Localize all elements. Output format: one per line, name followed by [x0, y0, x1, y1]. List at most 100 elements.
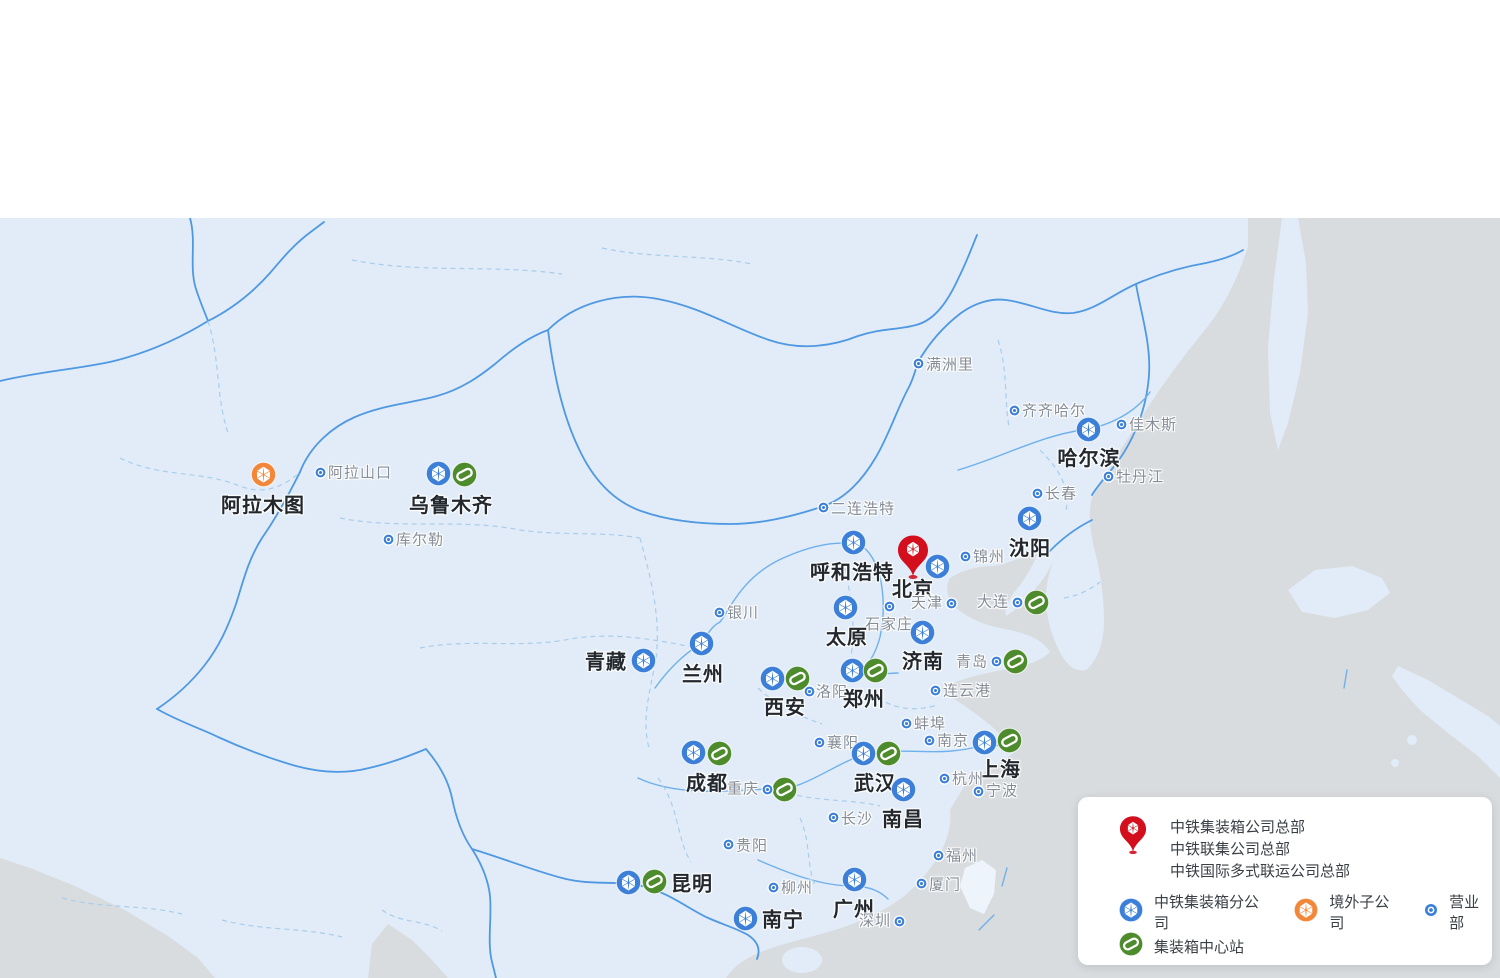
branch-icon-shenyang[interactable]	[1016, 505, 1043, 532]
branch-icon-xian[interactable]	[759, 665, 786, 692]
office-dot-icon-xiangyang[interactable]	[813, 736, 826, 749]
city-label-chengdu: 成都	[686, 773, 728, 795]
office-dot-icon-manzhouli[interactable]	[912, 357, 925, 370]
office-dot-icon-hangzhou[interactable]	[938, 772, 951, 785]
city-label-fuzhou: 福州	[946, 847, 979, 865]
branch-icon-qingzang[interactable]	[630, 647, 657, 674]
city-label-guangzhou: 广州	[833, 899, 875, 921]
hq-pin-icon	[1118, 815, 1148, 859]
office-dot-icon-shijiazhuang[interactable]	[883, 600, 896, 613]
office-dot-icon-shenzhen[interactable]	[893, 915, 906, 928]
legend-office-item: 营业部	[1423, 891, 1492, 933]
map-geography	[0, 218, 1500, 978]
city-label-hangzhou: 杭州	[952, 770, 985, 788]
city-label-xian: 西安	[764, 697, 806, 719]
city-label-dalian: 大连	[976, 593, 1009, 611]
city-label-nanning: 南宁	[762, 909, 804, 932]
city-label-liuzhou: 柳州	[781, 879, 814, 897]
legend-center-label: 集装箱中心站	[1154, 938, 1245, 956]
branch-icon-kunming[interactable]	[615, 869, 642, 896]
center-icon-urumqi[interactable]	[451, 461, 478, 488]
city-label-nanchang: 南昌	[882, 809, 924, 831]
office-dot-icon-ningbo[interactable]	[972, 785, 985, 798]
center-icon-kunming[interactable]	[641, 868, 668, 895]
city-label-tianjin: 天津	[910, 594, 943, 612]
office-dot-icon-guiyang[interactable]	[722, 838, 735, 851]
city-label-kunming: 昆明	[671, 873, 713, 896]
office-dot-icon-liuzhou[interactable]	[767, 881, 780, 894]
center-icon-qingdao[interactable]	[1002, 648, 1029, 675]
container-center-station-icon	[1118, 931, 1144, 961]
office-dot-icon-nanjing[interactable]	[923, 734, 936, 747]
office-dot-icon-korla[interactable]	[382, 533, 395, 546]
city-label-ningbo: 宁波	[986, 782, 1019, 800]
office-dot-icon-dalian[interactable]	[1011, 596, 1024, 609]
center-icon-zhengzhou[interactable]	[862, 657, 889, 684]
center-icon-dalian[interactable]	[1023, 589, 1050, 616]
city-label-korla: 库尔勒	[396, 531, 445, 549]
office-dot-icon-changchun[interactable]	[1031, 487, 1044, 500]
legend-branch-item: 中铁集装箱分公司	[1118, 891, 1269, 933]
office-dot-icon-qingdao[interactable]	[990, 655, 1003, 668]
map-legend: 中铁集装箱公司总部 中铁联集公司总部 中铁国际多式联运公司总部 中铁集装箱分公司	[1078, 797, 1492, 965]
city-label-urumqi: 乌鲁木齐	[409, 495, 493, 517]
city-label-almaty: 阿拉木图	[221, 495, 305, 517]
center-icon-shanghai[interactable]	[996, 727, 1023, 754]
branch-icon-wuhan[interactable]	[850, 740, 877, 767]
center-icon-chengdu[interactable]	[706, 740, 733, 767]
city-label-lianyungang: 连云港	[943, 682, 992, 700]
office-dot-icon-lianyungang[interactable]	[929, 684, 942, 697]
legend-hq-line-3: 中铁国际多式联运公司总部	[1170, 863, 1351, 880]
china-network-map: 阿拉木图 阿拉山口 乌鲁木齐 库尔勒 满洲里 齐齐哈尔 哈尔滨 佳木斯 牡丹江 长春 沈阳 二连浩特呼…	[0, 218, 1500, 978]
office-dot-icon-chongqing[interactable]	[761, 783, 774, 796]
branch-icon-guangzhou[interactable]	[841, 866, 868, 893]
branch-icon-nanchang[interactable]	[890, 776, 917, 803]
center-icon-wuhan[interactable]	[875, 740, 902, 767]
office-dot-icon-yinchuan[interactable]	[713, 606, 726, 619]
branch-icon-hohhot[interactable]	[840, 529, 867, 556]
city-label-lanzhou: 兰州	[682, 664, 724, 686]
branch-icon-shanghai[interactable]	[971, 729, 998, 756]
office-dot-icon-mudanjiang[interactable]	[1102, 470, 1115, 483]
branch-icon-chengdu[interactable]	[680, 739, 707, 766]
legend-office-label: 营业部	[1449, 894, 1480, 932]
office-dot-icon-jiamusi[interactable]	[1115, 418, 1128, 431]
city-label-jinan: 济南	[902, 651, 944, 673]
city-label-changchun: 长春	[1045, 485, 1078, 503]
city-label-manzhouli: 满洲里	[926, 356, 975, 374]
legend-overseas-item: 境外子公司	[1293, 891, 1401, 933]
city-label-xiamen: 厦门	[929, 876, 962, 894]
legend-center-item: 集装箱中心站	[1118, 931, 1244, 961]
city-label-hohhot: 呼和浩特	[810, 562, 894, 584]
branch-icon-taiyuan[interactable]	[832, 594, 859, 621]
legend-branch-label: 中铁集装箱分公司	[1154, 894, 1260, 932]
branch-icon-harbin[interactable]	[1075, 416, 1102, 443]
legend-hq-item: 中铁集装箱公司总部 中铁联集公司总部 中铁国际多式联运公司总部	[1118, 815, 1350, 883]
office-dot-icon-fuzhou[interactable]	[932, 849, 945, 862]
branch-icon-lanzhou[interactable]	[688, 630, 715, 657]
office-dot-icon-xiamen[interactable]	[915, 877, 928, 890]
office-dot-icon-erenhot[interactable]	[817, 501, 830, 514]
office-dot-icon-changsha[interactable]	[827, 811, 840, 824]
office-dot-icon-luoyang[interactable]	[803, 685, 816, 698]
branch-icon-urumqi[interactable]	[425, 460, 452, 487]
office-dot-icon-jinzhou[interactable]	[959, 550, 972, 563]
office-dot-icon-alashankou[interactable]	[314, 466, 327, 479]
branch-icon-jinan[interactable]	[909, 619, 936, 646]
city-label-qiqihar: 齐齐哈尔	[1022, 402, 1087, 420]
city-label-zhengzhou: 郑州	[843, 689, 885, 711]
city-label-qingdao: 青岛	[955, 653, 988, 671]
overseas-icon-almaty[interactable]	[250, 461, 277, 488]
city-label-wuhan: 武汉	[854, 773, 896, 795]
city-label-mudanjiang: 牡丹江	[1116, 468, 1165, 486]
legend-hq-line-2: 中铁联集公司总部	[1170, 841, 1291, 858]
city-label-qingzang: 青藏	[585, 651, 627, 674]
center-icon-chongqing[interactable]	[771, 776, 798, 803]
office-dot-icon-qiqihar[interactable]	[1008, 404, 1021, 417]
city-label-nanjing: 南京	[937, 732, 970, 750]
branch-icon-nanning[interactable]	[732, 905, 759, 932]
city-label-taiyuan: 太原	[826, 627, 868, 649]
office-dot-icon-bengbu[interactable]	[900, 717, 913, 730]
city-label-luoyang: 洛阳	[816, 683, 849, 701]
office-dot-icon-tianjin[interactable]	[945, 597, 958, 610]
